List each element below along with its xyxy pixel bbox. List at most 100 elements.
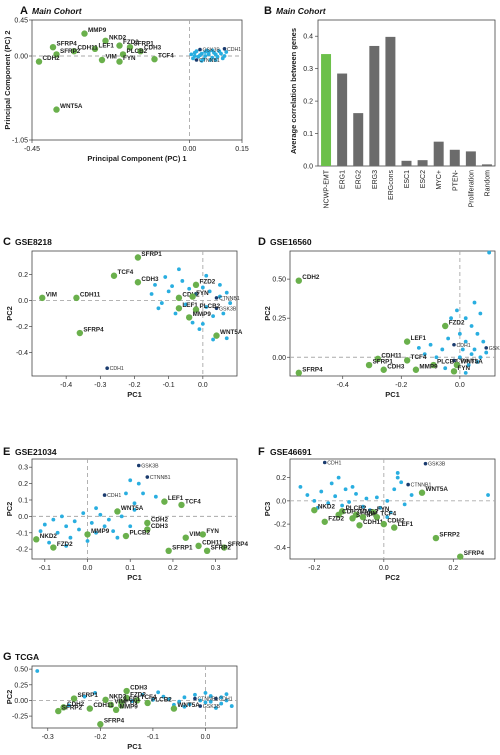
panel-title: GSE21034 [15,447,57,457]
signature-gene-point [76,329,84,337]
gene-point [409,493,414,497]
gene-point [443,366,448,371]
panel-e: E GSE21034 -0.1 0.0 0.1 0.2 0.3 0.3 0.2 0.1 0.0 -0.… [3,446,248,582]
y-tick-label: -0.1 [16,530,28,537]
x-axis-label: PC1 [385,390,400,399]
gene-point [194,49,199,54]
gene-point [182,704,187,709]
signature-gene-label: CDH3 [130,685,148,692]
gene-point [207,289,212,294]
signature-gene-point [199,531,207,538]
signature-gene-label: FZD2 [130,691,146,698]
marker-gene-label: CTNNB1 [150,475,171,481]
gene-point [486,493,490,497]
panel-letter: C [3,236,11,248]
y-tick-label: 0.0 [303,164,313,171]
gene-point [173,311,178,316]
gene-point [211,337,215,342]
signature-gene-point [50,544,57,551]
signature-gene-point [295,369,302,377]
gene-point [204,305,209,309]
signature-gene-point [175,305,183,312]
signature-gene-point [175,294,183,302]
gene-point [457,331,462,336]
marker-gene-point [222,47,227,51]
gene-point [102,524,107,529]
gene-point [385,498,390,503]
signature-gene-point [133,697,141,704]
panel-b: B Main Cohort 0.0 0.1 0.2 0.3 0.4 Average corre… [264,5,496,209]
signature-gene-point [144,526,151,533]
y-axis-label: PC3 [263,502,272,517]
signature-gene-label: MMP9 [91,528,110,535]
gene-point [374,495,379,500]
gene-point [392,487,397,492]
marker-gene-label: CTNNB1 [197,697,218,703]
gene-point [203,50,208,54]
y-tick-label: 0.0 [18,514,28,521]
gene-point [213,58,218,62]
gene-point [440,347,445,352]
bar-erg1 [337,73,348,166]
gene-point [200,322,205,326]
gene-point [460,347,465,352]
gene-point [38,529,43,534]
gene-point [94,530,98,535]
marker-gene-point [406,482,410,487]
y-tick-label: 0.00 [272,355,286,362]
y-tick-label: 0.25 [272,316,286,323]
gene-point [183,302,188,307]
signature-gene-label: TCF4 [380,511,396,518]
bar-erg2 [353,113,364,166]
gene-point [478,311,483,316]
gene-point [219,701,224,706]
y-tick-label: 0.1 [303,131,313,138]
gene-point [163,275,168,279]
signature-gene-label: CDH11 [381,352,402,359]
signature-gene-label: CDH11 [80,291,101,298]
gene-point [484,350,489,355]
signature-gene-label: FYN [123,55,136,62]
panel-letter: B [264,5,272,17]
y-tick-label: 0.50 [14,667,28,674]
signature-gene-point [453,361,461,369]
x-axis-label: PC2 [385,573,400,582]
signature-gene-label: FZD2 [328,515,344,522]
gene-point [51,517,56,522]
y-axis-label: PC2 [5,502,14,517]
marker-gene-point [193,696,197,701]
gene-point [68,535,73,540]
signature-gene-label: FZD2 [200,278,216,285]
signature-gene-point [112,706,120,714]
signature-gene-point [403,357,411,364]
x-tick-label: ESC1 [404,170,411,188]
signature-gene-label: SFRP1 [373,359,394,366]
signature-gene-label: VIM [366,511,377,518]
gene-point [153,494,158,499]
panel-title: TCGA [15,652,39,662]
gene-point [64,524,69,529]
signature-gene-point [91,45,99,52]
signature-gene-label: VIM [106,54,117,61]
gene-point [219,51,223,56]
signature-gene-point [356,522,363,529]
gene-point [463,339,468,344]
gene-point [204,273,209,278]
signature-gene-point [373,513,381,521]
signature-gene-point [98,56,106,64]
signature-gene-point [126,44,134,51]
x-tick-label: 0.2 [168,565,178,572]
panel-letter: D [258,236,266,248]
signature-gene-label: LEF1 [398,521,414,528]
y-tick-label: 0.2 [303,99,313,106]
signature-gene-label: TCF4 [158,53,174,60]
gene-point [153,282,157,287]
gene-point [336,475,341,480]
gene-point [378,505,383,510]
signature-gene-point [70,48,78,55]
gene-point [197,327,202,332]
y-tick-label: 0.1 [18,497,28,504]
signature-gene-label: LEF1 [411,335,427,342]
marker-gene-label: CTNNB1 [411,483,432,489]
